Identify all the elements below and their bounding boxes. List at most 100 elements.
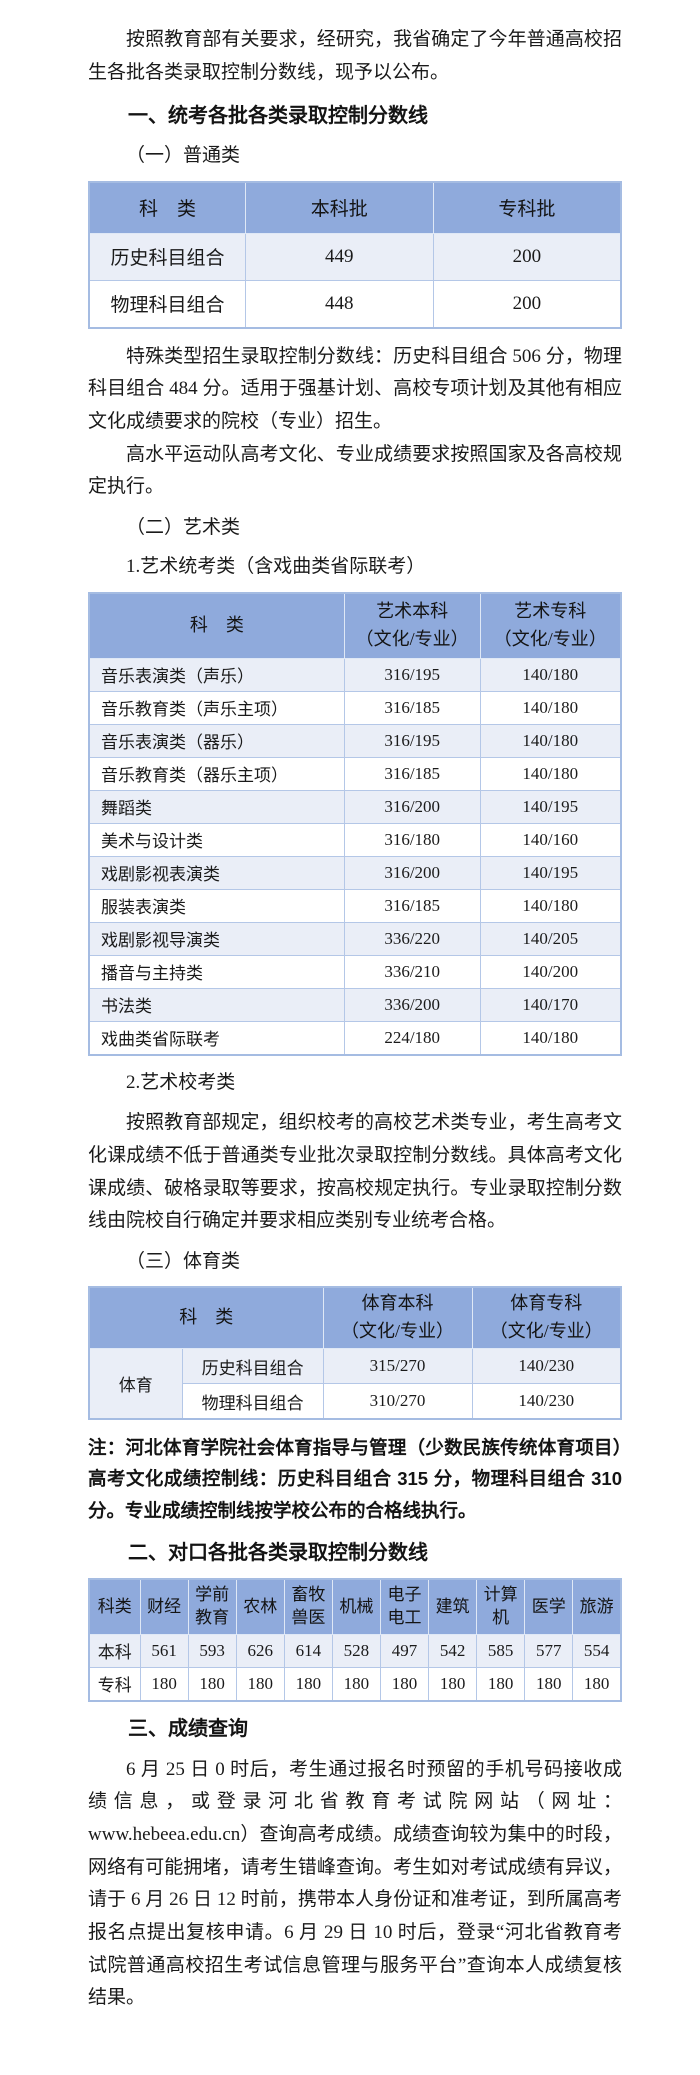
table-cell: 180	[428, 1666, 478, 1702]
column-header-medicine: 医学	[524, 1578, 574, 1635]
intro-paragraph: 按照教育部有关要求，经研究，我省确定了今年普通高校招生各批各类录取控制分数线，现…	[88, 29, 622, 83]
table-cell: 历史科目组合	[181, 1348, 324, 1385]
special-admission-paragraph: 特殊类型招生录取控制分数线：历史科目组合 506 分，物理科目组合 484 分。…	[88, 345, 622, 433]
table-row: 戏曲类省际联考 224/180 140/180	[88, 1020, 622, 1056]
column-header-category: 科类	[88, 1578, 141, 1635]
column-header-finance: 财经	[139, 1578, 189, 1635]
table-cell: 316/185	[343, 690, 481, 725]
table-row: 戏剧影视表演类 316/200 140/195	[88, 855, 622, 890]
table-cell: 140/230	[471, 1348, 622, 1385]
table-cell: 140/180	[479, 888, 622, 923]
column-header-tourism: 旅游	[572, 1578, 622, 1635]
table-row: 音乐教育类（器乐主项） 316/185 140/180	[88, 756, 622, 791]
section-2-heading: 二、对口各批各类录取控制分数线	[128, 1541, 428, 1564]
table-cell: 物理科目组合	[88, 279, 246, 329]
table-row: 美术与设计类 316/180 140/160	[88, 822, 622, 857]
table-cell: 140/205	[479, 921, 622, 956]
table-cell: 310/270	[322, 1383, 473, 1420]
table-cell: 336/210	[343, 954, 481, 989]
table-cell: 315/270	[322, 1348, 473, 1385]
table-cell: 180	[187, 1666, 237, 1702]
table-cell: 497	[379, 1633, 430, 1668]
table-row: 音乐表演类（声乐） 316/195 140/180	[88, 657, 622, 692]
table-cell: 140/200	[479, 954, 622, 989]
column-header-machinery: 机械	[331, 1578, 381, 1635]
table-row: 书法类 336/200 140/170	[88, 987, 622, 1022]
column-header-category: 科 类	[88, 592, 345, 659]
table-row: 体育 历史科目组合 315/270 140/230	[88, 1348, 622, 1420]
table-cell: 140/195	[479, 855, 622, 890]
table-cell: 448	[244, 279, 434, 329]
table-cell: 577	[524, 1633, 574, 1668]
column-header-college-batch: 专科批	[432, 181, 622, 234]
column-header-computer: 计算机	[476, 1578, 526, 1635]
table-cell: 180	[139, 1666, 189, 1702]
vocational-scores-table: 科类 财经 学前教育 农林 畜牧兽医 机械 电子电工 建筑 计算机 医学 旅游 …	[88, 1577, 622, 1702]
pe-scores-table: 科 类 体育本科 （文化/专业） 体育专科 （文化/专业） 体育 历史科目组合 …	[88, 1286, 622, 1421]
subsection-art-heading: （二）艺术类	[126, 517, 241, 539]
table-cell: 561	[139, 1633, 189, 1668]
table-header-row: 科 类 本科批 专科批	[88, 181, 622, 234]
column-header-preschool-education: 学前教育	[187, 1578, 237, 1635]
art-school-exam-paragraph: 按照教育部规定，组织校考的高校艺术类专业，考生高考文化课成绩不低于普通类专业批次…	[88, 1112, 622, 1232]
table-row: 播音与主持类 336/210 140/200	[88, 954, 622, 989]
table-cell: 316/195	[343, 723, 481, 758]
table-cell: 336/220	[343, 921, 481, 956]
table-cell: 180	[235, 1666, 285, 1702]
score-query-paragraph: 6 月 25 日 0 时后，考生通过报名时预留的手机号码接收成绩信息，或登录河北…	[88, 1758, 622, 2009]
table-cell: 224/180	[343, 1020, 481, 1056]
column-header-architecture: 建筑	[428, 1578, 478, 1635]
table-cell: 140/160	[479, 822, 622, 857]
table-cell: 593	[187, 1633, 237, 1668]
table-row: 历史科目组合 449 200	[88, 232, 622, 281]
table-cell: 180	[331, 1666, 381, 1702]
table-header-row: 科 类 体育本科 （文化/专业） 体育专科 （文化/专业）	[88, 1286, 622, 1350]
table-header-row: 科 类 艺术本科 （文化/专业） 艺术专科 （文化/专业）	[88, 592, 622, 659]
table-cell: 音乐教育类（声乐主项）	[88, 690, 345, 725]
column-header-undergrad-batch: 本科批	[244, 181, 434, 234]
table-cell: 140/230	[471, 1383, 622, 1420]
table-cell: 316/185	[343, 888, 481, 923]
table-cell: 200	[432, 232, 622, 281]
column-header-category: 科 类	[88, 1286, 324, 1350]
table-cell: 140/180	[479, 723, 622, 758]
table-row: 舞蹈类 316/200 140/195	[88, 789, 622, 824]
table-cell: 180	[379, 1666, 430, 1702]
table-cell: 180	[283, 1666, 333, 1702]
table-cell: 播音与主持类	[88, 954, 345, 989]
table-cell: 626	[235, 1633, 285, 1668]
table-cell: 美术与设计类	[88, 822, 345, 857]
subsection-pe-heading: （三）体育类	[126, 1250, 241, 1272]
table-cell: 316/200	[343, 789, 481, 824]
table-cell: 历史科目组合	[88, 232, 246, 281]
table-cell: 戏剧影视表演类	[88, 855, 345, 890]
table-row: 物理科目组合 310/270 140/230	[89, 1383, 622, 1420]
column-header-pe-undergrad: 体育本科 （文化/专业）	[322, 1286, 473, 1350]
art-unified-scores-table: 科 类 艺术本科 （文化/专业） 艺术专科 （文化/专业） 音乐表演类（声乐） 3…	[88, 591, 622, 1056]
sports-team-paragraph: 高水平运动队高考文化、专业成绩要求按照国家及各高校规定执行。	[88, 443, 622, 498]
column-header-art-undergrad: 艺术本科 （文化/专业）	[343, 592, 481, 659]
table-cell: 316/180	[343, 822, 481, 857]
table-cell: 140/195	[479, 789, 622, 824]
table-cell: 316/185	[343, 756, 481, 791]
table-cell: 140/180	[479, 657, 622, 692]
table-cell: 服装表演类	[88, 888, 345, 923]
table-cell: 140/180	[479, 690, 622, 725]
table-cell: 316/195	[343, 657, 481, 692]
subsection-general-heading: （一）普通类	[126, 145, 241, 167]
column-header-art-college: 艺术专科 （文化/专业）	[479, 592, 622, 659]
general-scores-table: 科 类 本科批 专科批 历史科目组合 449 200 物理科目组合 448 200	[88, 180, 622, 329]
table-cell: 180	[524, 1666, 574, 1702]
table-cell: 音乐教育类（器乐主项）	[88, 756, 345, 791]
art-unified-exam-heading: 1.艺术统考类（含戏曲类省际联考）	[126, 556, 426, 578]
table-cell: 戏剧影视导演类	[88, 921, 345, 956]
column-header-category: 科 类	[88, 181, 246, 234]
table-cell: 书法类	[88, 987, 345, 1022]
table-row: 戏剧影视导演类 336/220 140/205	[88, 921, 622, 956]
table-cell: 音乐表演类（声乐）	[88, 657, 345, 692]
table-cell: 585	[476, 1633, 526, 1668]
table-cell: 528	[331, 1633, 381, 1668]
art-school-exam-heading: 2.艺术校考类	[126, 1071, 236, 1093]
table-cell: 专科	[88, 1666, 141, 1702]
